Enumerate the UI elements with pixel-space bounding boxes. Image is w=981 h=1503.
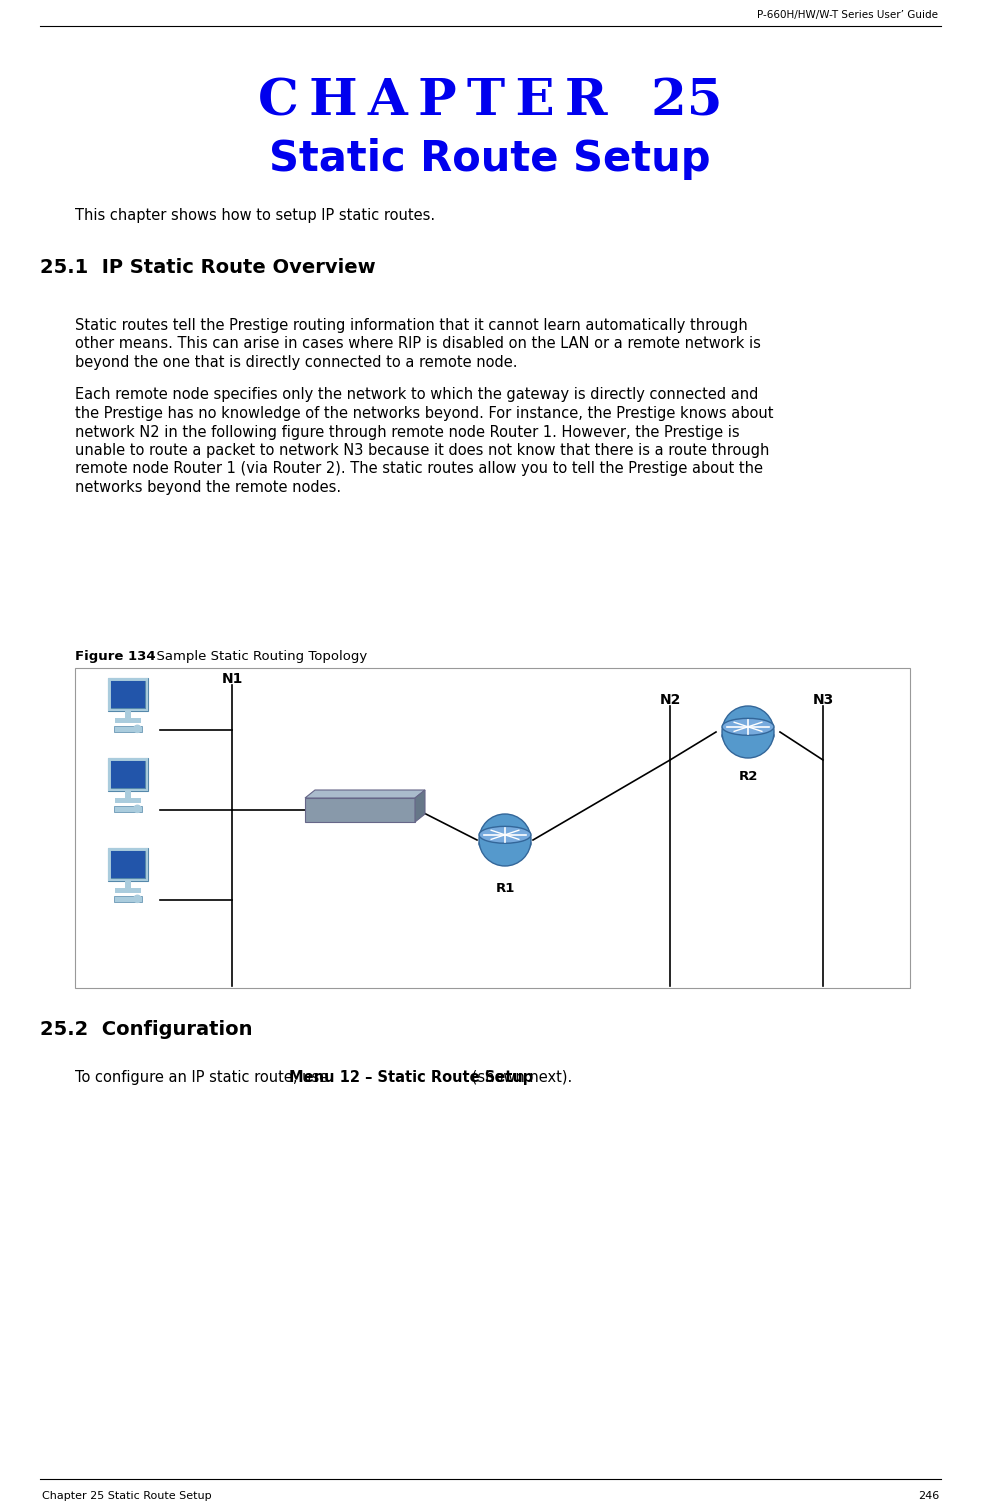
Text: Static routes tell the Prestige routing information that it cannot learn automat: Static routes tell the Prestige routing …	[75, 319, 748, 334]
FancyBboxPatch shape	[116, 888, 140, 893]
Text: C H A P T E R  25: C H A P T E R 25	[258, 78, 722, 126]
Ellipse shape	[479, 834, 531, 854]
Text: P-660H/HW/W-T Series User’ Guide: P-660H/HW/W-T Series User’ Guide	[757, 11, 938, 20]
Text: 25.1  IP Static Route Overview: 25.1 IP Static Route Overview	[40, 259, 376, 277]
Text: networks beyond the remote nodes.: networks beyond the remote nodes.	[75, 479, 341, 494]
Text: the Prestige has no knowledge of the networks beyond. For instance, the Prestige: the Prestige has no knowledge of the net…	[75, 406, 773, 421]
FancyBboxPatch shape	[111, 761, 145, 788]
Ellipse shape	[722, 718, 774, 735]
Text: 25.2  Configuration: 25.2 Configuration	[40, 1021, 252, 1039]
Text: N2: N2	[659, 693, 681, 706]
Text: This chapter shows how to setup IP static routes.: This chapter shows how to setup IP stati…	[75, 207, 436, 222]
Text: Sample Static Routing Topology: Sample Static Routing Topology	[148, 649, 367, 663]
Text: other means. This can arise in cases where RIP is disabled on the LAN or a remot: other means. This can arise in cases whe…	[75, 337, 761, 352]
FancyBboxPatch shape	[126, 881, 130, 888]
Circle shape	[479, 815, 531, 866]
Text: unable to route a packet to network N3 because it does not know that there is a : unable to route a packet to network N3 b…	[75, 443, 769, 458]
FancyBboxPatch shape	[116, 718, 140, 723]
FancyBboxPatch shape	[111, 851, 145, 878]
FancyBboxPatch shape	[75, 667, 910, 987]
Text: beyond the one that is directly connected to a remote node.: beyond the one that is directly connecte…	[75, 355, 518, 370]
Ellipse shape	[722, 727, 774, 745]
FancyBboxPatch shape	[126, 711, 130, 718]
Ellipse shape	[479, 827, 531, 843]
FancyBboxPatch shape	[114, 896, 142, 902]
Text: R1: R1	[495, 882, 515, 894]
Text: Figure 134: Figure 134	[75, 649, 156, 663]
FancyBboxPatch shape	[108, 678, 148, 711]
FancyBboxPatch shape	[108, 848, 148, 881]
FancyBboxPatch shape	[126, 791, 130, 798]
Circle shape	[133, 896, 141, 902]
FancyBboxPatch shape	[108, 758, 148, 791]
FancyBboxPatch shape	[114, 726, 142, 732]
Circle shape	[722, 706, 774, 758]
Polygon shape	[305, 791, 425, 798]
FancyBboxPatch shape	[116, 798, 140, 803]
Text: Each remote node specifies only the network to which the gateway is directly con: Each remote node specifies only the netw…	[75, 388, 758, 403]
Text: Menu 12 – Static Route Setup: Menu 12 – Static Route Setup	[288, 1070, 533, 1085]
FancyBboxPatch shape	[305, 798, 415, 822]
Circle shape	[133, 726, 141, 732]
Text: Static Route Setup: Static Route Setup	[269, 138, 711, 180]
Text: N3: N3	[812, 693, 834, 706]
Text: Chapter 25 Static Route Setup: Chapter 25 Static Route Setup	[42, 1491, 212, 1501]
FancyBboxPatch shape	[111, 681, 145, 708]
FancyBboxPatch shape	[111, 851, 145, 878]
FancyBboxPatch shape	[111, 681, 145, 708]
Text: (shown next).: (shown next).	[467, 1070, 572, 1085]
Polygon shape	[415, 791, 425, 822]
Text: remote node Router 1 (via Router 2). The static routes allow you to tell the Pre: remote node Router 1 (via Router 2). The…	[75, 461, 763, 476]
Text: 246: 246	[918, 1491, 939, 1501]
Circle shape	[133, 806, 141, 813]
Text: R2: R2	[739, 770, 757, 783]
FancyBboxPatch shape	[111, 761, 145, 788]
Text: network N2 in the following figure through remote node Router 1. However, the Pr: network N2 in the following figure throu…	[75, 424, 740, 439]
Text: N1: N1	[222, 672, 242, 685]
FancyBboxPatch shape	[114, 806, 142, 812]
Text: To configure an IP static route, use: To configure an IP static route, use	[75, 1070, 333, 1085]
